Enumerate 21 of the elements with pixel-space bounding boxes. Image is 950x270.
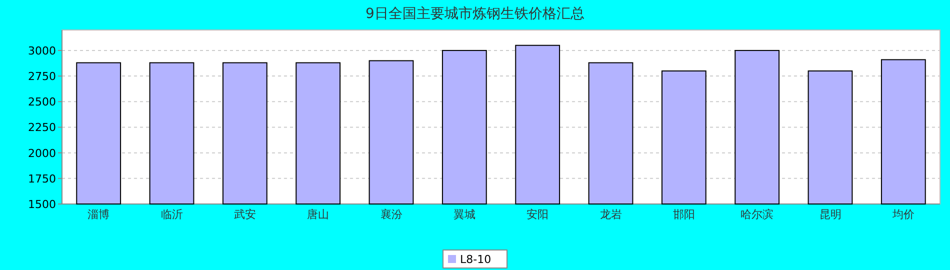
x-tick-label: 邯阳	[672, 208, 695, 221]
y-tick-label: 1500	[28, 198, 56, 211]
y-tick-label: 2500	[28, 96, 56, 109]
x-tick-label: 均价	[891, 208, 914, 221]
x-tick-label: 安阳	[526, 208, 549, 221]
chart-title: 9日全国主要城市炼钢生铁价格汇总	[366, 6, 584, 22]
x-tick-label: 翼城	[453, 208, 476, 221]
y-tick-label: 2000	[28, 146, 56, 160]
x-tick-label: 临沂	[160, 208, 183, 221]
x-tick-label: 淄博	[88, 208, 110, 221]
y-tick-label: 1750	[28, 172, 56, 186]
y-tick-label: 3000	[28, 44, 56, 58]
y-tick-label: 2750	[28, 70, 56, 84]
legend-item: L8-10	[448, 253, 492, 266]
x-tick-label: 龙岩	[600, 208, 622, 221]
x-tick-label: 襄汾	[380, 208, 402, 221]
x-tick-label: 唐山	[307, 208, 330, 221]
x-tick-label: 武安	[234, 208, 256, 221]
x-tick-label: 昆明	[819, 208, 842, 221]
y-tick-label: 2250	[28, 121, 56, 134]
x-tick-label: 哈尔滨	[740, 208, 774, 221]
